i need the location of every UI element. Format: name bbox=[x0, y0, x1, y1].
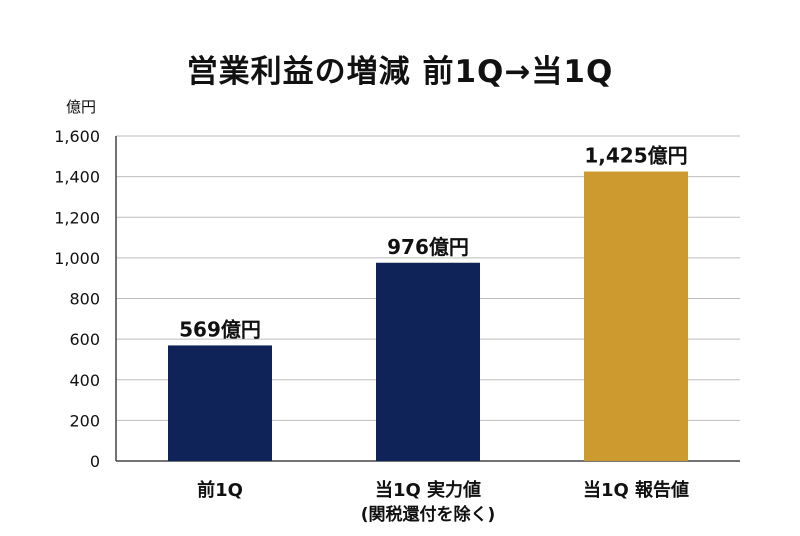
y-tick-label: 0 bbox=[90, 452, 100, 471]
y-tick-label: 1,600 bbox=[54, 127, 100, 146]
bar bbox=[168, 345, 272, 461]
data-label: 569億円 bbox=[179, 317, 261, 341]
bar bbox=[584, 171, 688, 461]
y-tick-label: 1,000 bbox=[54, 249, 100, 268]
x-tick-sublabel: (関税還付を除く) bbox=[361, 504, 496, 525]
y-tick-label: 600 bbox=[69, 330, 100, 349]
bar bbox=[376, 262, 480, 461]
y-tick-label: 1,200 bbox=[54, 208, 100, 227]
y-tick-label: 1,400 bbox=[54, 168, 100, 187]
y-unit-label: 億円 bbox=[66, 98, 96, 116]
x-tick-label: 当1Q 報告値 bbox=[583, 479, 689, 501]
y-tick-label: 400 bbox=[69, 371, 100, 390]
x-tick-label: 前1Q bbox=[197, 479, 243, 501]
x-tick-label: 当1Q 実力値 bbox=[375, 479, 481, 501]
data-label: 1,425億円 bbox=[584, 144, 687, 168]
y-tick-label: 800 bbox=[69, 290, 100, 309]
y-tick-label: 200 bbox=[69, 411, 100, 430]
chart-title: 営業利益の増減 前1Q→当1Q bbox=[186, 54, 614, 90]
data-label: 976億円 bbox=[387, 235, 469, 259]
